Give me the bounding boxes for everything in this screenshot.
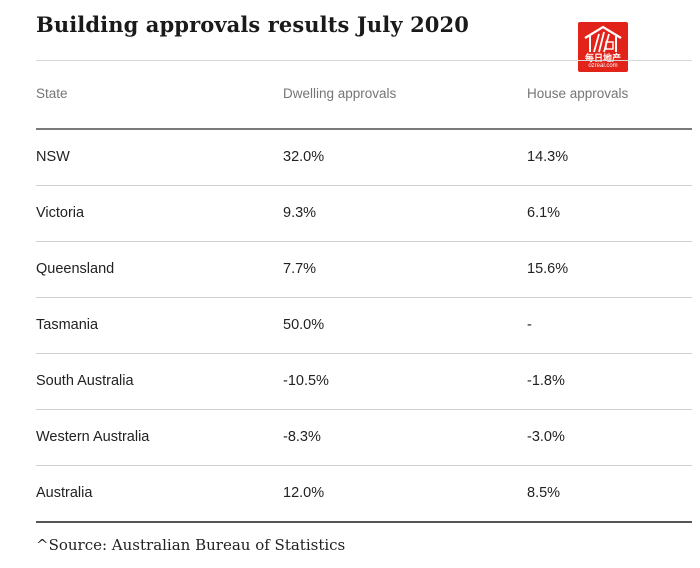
dwelling-cell: -8.3% <box>283 429 321 445</box>
state-cell: Australia <box>36 485 93 501</box>
house-icon <box>584 25 622 53</box>
house-cell: 6.1% <box>527 205 561 221</box>
logo-text: 每日地产 <box>584 53 621 63</box>
table-row: Tasmania 50.0% - <box>36 298 692 354</box>
state-cell: Queensland <box>36 261 115 277</box>
source-note: ^Source: Australian Bureau of Statistics <box>36 536 346 554</box>
dwelling-cell: -10.5% <box>283 373 329 389</box>
table-row: Queensland 7.7% 15.6% <box>36 242 692 298</box>
table-row: Victoria 9.3% 6.1% <box>36 186 692 242</box>
house-cell: - <box>527 317 532 333</box>
table-header-row: State Dwelling approvals House approvals <box>36 61 692 130</box>
state-cell: Victoria <box>36 205 85 221</box>
state-cell: South Australia <box>36 373 134 389</box>
state-cell: NSW <box>36 149 70 165</box>
house-cell: 8.5% <box>527 485 561 501</box>
approvals-table: State Dwelling approvals House approvals… <box>36 60 692 523</box>
house-cell: -3.0% <box>527 429 565 445</box>
state-cell: Tasmania <box>36 317 99 333</box>
state-cell: Western Australia <box>36 429 150 445</box>
table-row: South Australia -10.5% -1.8% <box>36 354 692 410</box>
page-title: Building approvals results July 2020 <box>36 12 469 37</box>
header-state: State <box>36 86 68 101</box>
house-cell: -1.8% <box>527 373 565 389</box>
house-cell: 15.6% <box>527 261 569 277</box>
table-row: Australia 12.0% 8.5% <box>36 466 692 523</box>
table-row: Western Australia -8.3% -3.0% <box>36 410 692 466</box>
header-house: House approvals <box>527 86 629 101</box>
dwelling-cell: 32.0% <box>283 149 325 165</box>
house-cell: 14.3% <box>527 149 569 165</box>
table-row: NSW 32.0% 14.3% <box>36 130 692 186</box>
header-dwelling: Dwelling approvals <box>283 86 397 101</box>
dwelling-cell: 12.0% <box>283 485 325 501</box>
dwelling-cell: 9.3% <box>283 205 317 221</box>
dwelling-cell: 50.0% <box>283 317 325 333</box>
logo-url: ozreal.com <box>588 63 618 69</box>
dwelling-cell: 7.7% <box>283 261 317 277</box>
ozreal-logo: 每日地产 ozreal.com <box>578 22 628 72</box>
